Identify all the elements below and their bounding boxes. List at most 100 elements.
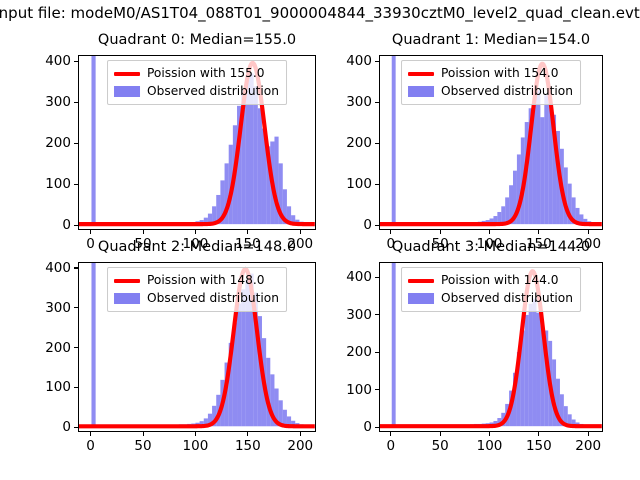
- x-tick-mark: [90, 432, 92, 436]
- legend-label-poisson: Poission with 155.0: [147, 66, 265, 80]
- x-tick-mark: [194, 432, 197, 436]
- subplot-quadrant-0: Quadrant 0: Median=155.0 0 100 200 300 400 0 50…: [45, 32, 316, 252]
- y-tick-mark: [375, 276, 379, 278]
- x-tick-label: 0: [86, 438, 95, 454]
- legend-label-observed: Observed distribution: [147, 290, 279, 305]
- subplot-quadrant-2: Quadrant 2: Median=148.0 0 100 200 300 400 0 50…: [45, 239, 316, 454]
- x-tick-mark: [299, 432, 301, 436]
- y-tick-label: 200: [45, 339, 71, 356]
- x-tick-label: 200: [575, 438, 602, 454]
- legend-entry-poisson: Poission with 144.0: [408, 272, 573, 290]
- y-tick-mark: [375, 183, 379, 185]
- y-tick-label: 200: [346, 135, 372, 152]
- x-tick-label: 150: [234, 236, 261, 252]
- legend: Poission with 148.0 Observed distribution: [107, 267, 287, 313]
- x-tick-mark: [439, 230, 441, 234]
- x-tick-label: 200: [287, 236, 314, 252]
- y-tick-label: 400: [346, 269, 372, 285]
- legend: Poission with 154.0 Observed distribution: [401, 60, 581, 106]
- x-tick-label: 150: [525, 236, 552, 252]
- x-tick-mark: [142, 230, 144, 234]
- y-tick-mark: [74, 347, 78, 349]
- poisson-curve: [79, 266, 315, 429]
- y-tick-label: 300: [45, 94, 71, 111]
- legend-entry-poisson: Poission with 148.0: [114, 272, 279, 290]
- legend-label-observed: Observed distribution: [441, 290, 573, 305]
- poisson-curve: [380, 269, 602, 429]
- legend-bar-swatch-icon: [114, 293, 141, 305]
- y-tick-mark: [74, 307, 78, 309]
- legend-bar-swatch-icon: [408, 293, 435, 305]
- legend-bar-swatch-icon: [114, 86, 141, 98]
- subplot-title: Quadrant 3: Median=144.0: [391, 239, 591, 255]
- x-tick-mark: [247, 432, 249, 436]
- y-tick-mark: [375, 351, 379, 353]
- y-tick-label: 0: [363, 217, 372, 234]
- y-tick-label: 200: [45, 135, 71, 152]
- x-tick-label: 0: [386, 438, 396, 454]
- legend-label-observed: Observed distribution: [441, 83, 573, 98]
- x-tick-label: 150: [234, 438, 261, 454]
- figure-suptitle: Input file: modeM0/AS1T04_088T01_9000004…: [0, 4, 640, 22]
- x-tick-label: 50: [431, 236, 449, 252]
- x-tick-mark: [538, 230, 540, 234]
- plot-area: [78, 262, 316, 432]
- x-tick-mark: [587, 230, 589, 234]
- legend: Poission with 155.0 Observed distribution: [107, 60, 287, 106]
- y-tick-mark: [74, 224, 78, 226]
- legend-line-swatch-icon: [114, 71, 141, 76]
- y-tick-label: 0: [363, 419, 372, 436]
- x-tick-label: 200: [287, 438, 314, 454]
- y-tick-label: 100: [346, 381, 372, 398]
- x-tick-mark: [90, 230, 92, 234]
- legend-entry-observed: Observed distribution: [114, 83, 279, 101]
- y-tick-mark: [74, 183, 78, 185]
- subplot-title: Quadrant 1: Median=154.0: [391, 32, 591, 48]
- y-tick-label: 300: [45, 299, 71, 316]
- x-tick-label: 100: [182, 438, 209, 454]
- x-tick-label: 50: [134, 438, 152, 454]
- x-tick-mark: [390, 230, 392, 234]
- x-tick-label: 100: [476, 438, 503, 454]
- y-tick-mark: [74, 267, 78, 269]
- legend-label-poisson: Poission with 144.0: [441, 273, 559, 287]
- x-tick-label: 50: [431, 438, 449, 454]
- y-tick-mark: [375, 142, 379, 144]
- x-tick-mark: [538, 432, 540, 436]
- y-tick-mark: [74, 142, 78, 144]
- y-tick-mark: [74, 101, 78, 103]
- subplot-title: Quadrant 2: Median=148.0: [97, 239, 297, 255]
- x-tick-label: 200: [575, 236, 602, 252]
- x-tick-label: 50: [134, 236, 152, 252]
- y-tick-mark: [74, 60, 78, 62]
- plot-area: [379, 262, 603, 432]
- subplot-title: Quadrant 0: Median=155.0: [97, 32, 297, 48]
- x-tick-mark: [489, 432, 491, 436]
- y-tick-label: 200: [346, 344, 372, 361]
- x-tick-mark: [142, 432, 144, 436]
- x-tick-mark: [489, 230, 491, 234]
- x-tick-label: 150: [525, 438, 552, 454]
- legend-label-poisson: Poission with 154.0: [441, 66, 559, 80]
- legend-label-poisson: Poission with 148.0: [147, 273, 265, 287]
- y-tick-label: 100: [346, 176, 372, 193]
- subplot-quadrant-3: Quadrant 3: Median=144.0 0 100 200 300 400 0 50…: [346, 239, 603, 454]
- x-tick-mark: [194, 230, 197, 234]
- y-tick-mark: [375, 101, 379, 103]
- y-tick-label: 100: [45, 176, 71, 193]
- x-tick-mark: [587, 432, 589, 436]
- y-tick-label: 100: [45, 379, 71, 396]
- y-tick-label: 300: [346, 306, 372, 323]
- legend-entry-observed: Observed distribution: [408, 83, 573, 101]
- legend-entry-observed: Observed distribution: [408, 290, 573, 308]
- y-tick-mark: [375, 314, 379, 316]
- y-tick-label: 0: [62, 419, 71, 436]
- y-tick-mark: [74, 426, 78, 428]
- y-tick-label: 0: [62, 217, 71, 234]
- y-tick-mark: [375, 389, 379, 391]
- legend-line-swatch-icon: [408, 71, 435, 76]
- legend-bar-swatch-icon: [408, 86, 435, 98]
- legend-label-observed: Observed distribution: [147, 83, 279, 98]
- legend-entry-observed: Observed distribution: [114, 290, 279, 308]
